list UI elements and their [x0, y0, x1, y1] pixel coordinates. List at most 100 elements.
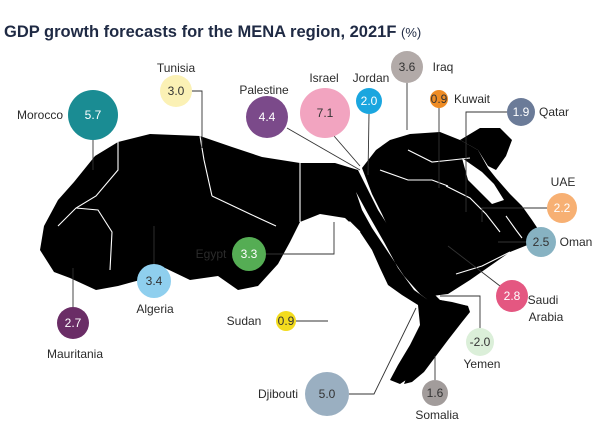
- country-name-egypt: Egypt: [196, 247, 227, 261]
- value-label-tunisia: 3.0: [168, 84, 185, 98]
- country-name-oman: Oman: [560, 235, 593, 249]
- callout-egypt: 3.3 Egypt: [196, 222, 335, 271]
- callout-morocco: 5.7 Morocco: [17, 90, 118, 170]
- map-title: GDP growth forecasts for the MENA region…: [4, 23, 421, 41]
- country-name-mauritania: Mauritania: [47, 347, 103, 361]
- value-bubble-djibouti: [305, 372, 349, 416]
- callout-tunisia: 3.0 Tunisia: [157, 61, 203, 148]
- value-bubble-morocco: [68, 90, 118, 140]
- value-bubble-uae: [547, 193, 577, 223]
- callout-israel: 7.1 Israel: [300, 71, 361, 167]
- country-name-algeria: Algeria: [136, 302, 174, 316]
- callout-oman: 2.5 Oman: [498, 227, 592, 257]
- value-label-oman: 2.5: [533, 235, 550, 249]
- land-iran-edge: [460, 128, 512, 170]
- map-title-unit: (%): [401, 25, 421, 40]
- callout-qatar: 1.9 Qatar: [465, 98, 569, 212]
- country-name-somalia: Somalia: [415, 408, 459, 422]
- map-title-main: GDP growth forecasts for the MENA region…: [4, 23, 396, 41]
- country-name-iraq: Iraq: [433, 60, 454, 74]
- country-name-tunisia: Tunisia: [157, 61, 196, 75]
- value-bubble-palestine: [246, 96, 288, 138]
- leader-line-egypt: [266, 222, 335, 255]
- value-label-morocco: 5.7: [85, 108, 102, 122]
- value-bubble-egypt: [232, 237, 266, 271]
- value-bubble-algeria: [137, 264, 171, 298]
- leader-line-israel: [333, 135, 361, 167]
- value-bubble-tunisia: [160, 75, 192, 107]
- border-morocco-algeria: [57, 142, 119, 227]
- value-bubble-jordan: [356, 88, 382, 114]
- country-name-israel: Israel: [309, 71, 338, 85]
- callout-somalia: 1.6 Somalia: [415, 356, 459, 422]
- value-label-mauritania: 2.7: [65, 316, 82, 330]
- callout-algeria: 3.4 Algeria: [136, 226, 174, 316]
- value-label-iraq: 3.6: [399, 60, 416, 74]
- country-name-palestine: Palestine: [239, 83, 289, 97]
- leader-line-palestine: [286, 127, 361, 171]
- land-horn-of-africa: [404, 300, 470, 384]
- value-label-sudan: 0.9: [278, 314, 295, 328]
- country-name-yemen: Yemen: [464, 357, 501, 371]
- callout-palestine: 4.4 Palestine: [239, 83, 361, 171]
- country-name-kuwait: Kuwait: [454, 92, 491, 106]
- country-name-line-saudi-arabia: Arabia: [529, 310, 564, 324]
- value-label-kuwait: 0.9: [431, 92, 448, 106]
- value-bubble-iraq: [391, 51, 423, 83]
- callout-iraq: 3.6 Iraq: [391, 51, 453, 130]
- value-bubble-sudan: [276, 311, 296, 331]
- border-saudi-gulf: [445, 185, 501, 233]
- callout-jordan: 2.0 Jordan: [353, 71, 390, 176]
- border-mauritania: [75, 207, 113, 271]
- value-label-palestine: 4.4: [259, 110, 276, 124]
- border-algeria-tunisia-libya: [199, 135, 213, 197]
- callout-saudi-arabia: 2.8 Saudi Arabia: [447, 245, 564, 324]
- leader-line-uae: [481, 207, 547, 222]
- leader-line-qatar: [465, 111, 507, 212]
- border-saudi-yemen: [455, 251, 511, 275]
- value-bubble-qatar: [507, 98, 535, 126]
- value-label-algeria: 3.4: [146, 274, 163, 288]
- value-bubble-kuwait: [430, 90, 448, 108]
- value-label-egypt: 3.3: [241, 247, 258, 261]
- leader-line-saudi-arabia: [447, 245, 501, 287]
- value-label-saudi-arabia: 2.8: [504, 289, 521, 303]
- value-bubble-oman: [526, 227, 556, 257]
- callout-sudan: 0.9 Sudan: [227, 311, 328, 331]
- value-bubble-israel: [300, 88, 350, 138]
- border-jordan-saudi: [379, 169, 449, 187]
- country-borders: [57, 135, 523, 275]
- callout-kuwait: 0.9 Kuwait: [430, 90, 491, 188]
- value-bubble-mauritania: [57, 307, 89, 339]
- country-name-djibouti: Djibouti: [258, 387, 298, 401]
- value-bubble-yemen: [466, 328, 494, 356]
- border-libya-chad: [211, 195, 277, 227]
- country-name-saudi-arabia: Saudi Arabia: [528, 293, 564, 324]
- value-label-jordan: 2.0: [361, 94, 378, 108]
- value-label-djibouti: 5.0: [319, 387, 336, 401]
- value-label-israel: 7.1: [317, 106, 334, 120]
- country-name-qatar: Qatar: [539, 105, 569, 119]
- border-uae-oman: [505, 215, 523, 239]
- leader-line-jordan: [367, 113, 370, 176]
- leader-line-djibouti: [349, 307, 417, 395]
- country-name-uae: UAE: [551, 175, 576, 189]
- border-egypt-sudan: [300, 221, 361, 233]
- value-bubble-somalia: [422, 380, 448, 406]
- leader-line-yemen: [440, 295, 481, 328]
- callout-mauritania: 2.7 Mauritania: [47, 268, 103, 361]
- value-label-uae: 2.2: [554, 201, 571, 215]
- value-bubble-saudi-arabia: [496, 280, 528, 312]
- persian-gulf: [462, 158, 504, 204]
- country-name-jordan: Jordan: [353, 71, 390, 85]
- leader-line-tunisia: [192, 90, 203, 148]
- callout-djibouti: 5.0 Djibouti: [258, 307, 417, 416]
- callout-uae: 2.2 UAE: [481, 175, 577, 223]
- country-callouts: 5.7 Morocco 3.0 Tunisia 4.4 Palestine 7.1 Israe…: [17, 51, 592, 422]
- country-name-line-saudi-arabia: Saudi: [528, 293, 559, 307]
- value-label-qatar: 1.9: [513, 105, 530, 119]
- country-name-morocco: Morocco: [17, 108, 63, 122]
- value-label-somalia: 1.6: [427, 386, 444, 400]
- callout-yemen: -2.0 Yemen: [440, 295, 501, 371]
